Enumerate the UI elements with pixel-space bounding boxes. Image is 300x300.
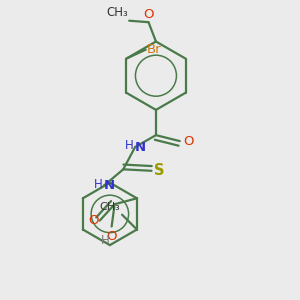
Text: S: S bbox=[154, 163, 165, 178]
Text: O: O bbox=[183, 135, 194, 148]
Text: O: O bbox=[143, 8, 154, 21]
Text: CH₃: CH₃ bbox=[106, 6, 128, 19]
Text: H: H bbox=[94, 178, 102, 191]
Text: N: N bbox=[104, 179, 115, 192]
Text: H: H bbox=[101, 234, 110, 247]
Text: O: O bbox=[106, 230, 117, 242]
Text: CH₃: CH₃ bbox=[100, 202, 121, 212]
Text: H: H bbox=[125, 139, 134, 152]
Text: Br: Br bbox=[147, 43, 162, 56]
Text: O: O bbox=[88, 214, 98, 227]
Text: N: N bbox=[135, 140, 146, 154]
